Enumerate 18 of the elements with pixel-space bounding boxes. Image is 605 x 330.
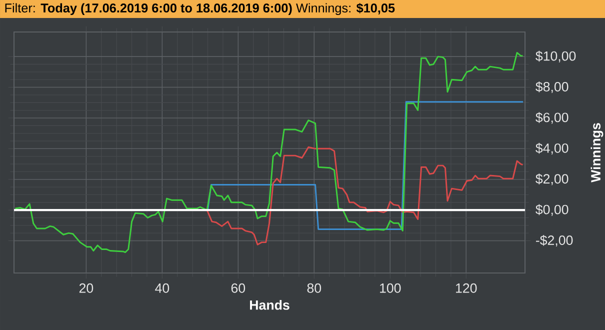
x-tick-label: 20 — [79, 283, 94, 293]
x-axis-title: Hands — [250, 300, 290, 310]
y-tick-label: $4,00 — [536, 142, 568, 154]
y-tick-label: $10,00 — [536, 50, 576, 62]
line-series — [207, 101, 524, 230]
y-tick-label: $0,00 — [536, 204, 568, 216]
y-tick-label: -$2,00 — [536, 234, 573, 247]
chart-title: Filter: Today (17.06.2019 6:00 to 18.06.2019 6:00) Winnings: $10,05 — [5, 2, 395, 16]
x-tick-label: 80 — [307, 283, 322, 293]
y-tick-label: $8,00 — [536, 81, 568, 94]
line-series — [206, 146, 524, 246]
x-tick-label: 100 — [380, 283, 401, 293]
y-tick-label: $6,00 — [536, 112, 568, 124]
x-tick-label: 120 — [456, 283, 477, 293]
x-tick-label: 60 — [231, 283, 246, 293]
y-axis-title: Winnings — [590, 123, 604, 182]
y-tick-label: $2,00 — [536, 174, 568, 186]
x-tick-label: 40 — [155, 283, 170, 293]
